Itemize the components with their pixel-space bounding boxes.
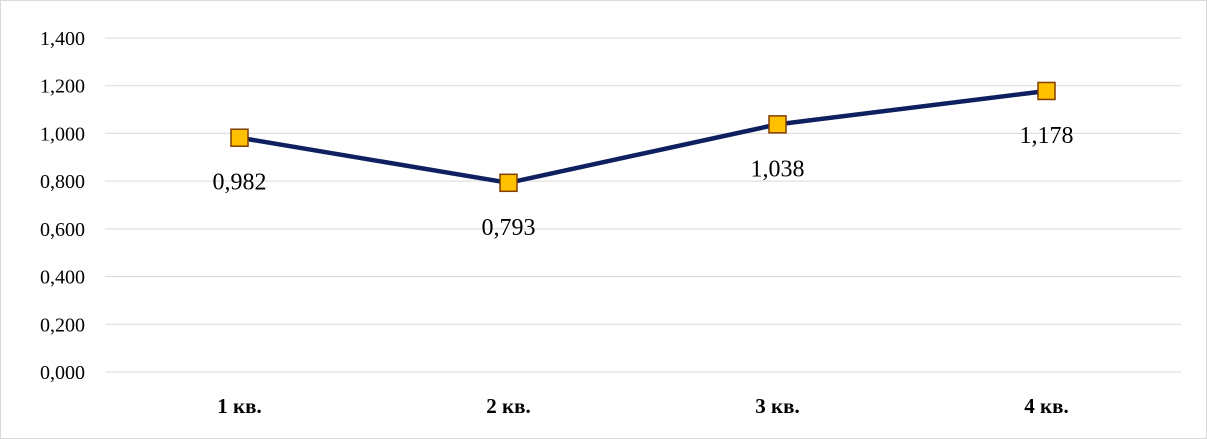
- series-line: [239, 88, 1047, 186]
- x-axis-category-labels: 1 кв. 2 кв. 3 кв. 4 кв.: [217, 394, 1068, 418]
- x-tick-label: 1 кв.: [217, 394, 261, 418]
- data-point-marker: [768, 115, 787, 134]
- data-point-marker: [230, 128, 249, 147]
- data-label: 0,982: [213, 170, 267, 196]
- data-point-marker: [499, 173, 518, 193]
- y-axis-tick-labels: 0,000 0,200 0,400 0,600 0,800 1,000 1,200 1,400: [40, 28, 85, 384]
- x-tick-label: 3 кв.: [755, 394, 799, 418]
- y-tick-label: 0,400: [40, 267, 85, 289]
- y-tick-label: 0,600: [40, 219, 85, 241]
- data-point-marker: [1037, 81, 1056, 101]
- y-tick-label: 0,000: [40, 362, 85, 384]
- data-label: 1,038: [751, 156, 805, 182]
- y-tick-label: 1,200: [40, 76, 85, 98]
- x-tick-label: 4 кв.: [1024, 394, 1068, 418]
- data-label: 1,178: [1020, 123, 1074, 149]
- y-tick-label: 1,000: [40, 123, 85, 145]
- gridlines: [105, 37, 1181, 373]
- y-tick-label: 1,400: [40, 28, 85, 50]
- y-tick-label: 0,200: [40, 314, 85, 336]
- y-tick-label: 0,800: [40, 171, 85, 193]
- series-markers: [230, 81, 1056, 193]
- data-label: 0,793: [482, 215, 536, 241]
- x-tick-label: 2 кв.: [486, 394, 530, 418]
- data-labels: 0,982 0,793 1,038 1,178: [213, 123, 1074, 241]
